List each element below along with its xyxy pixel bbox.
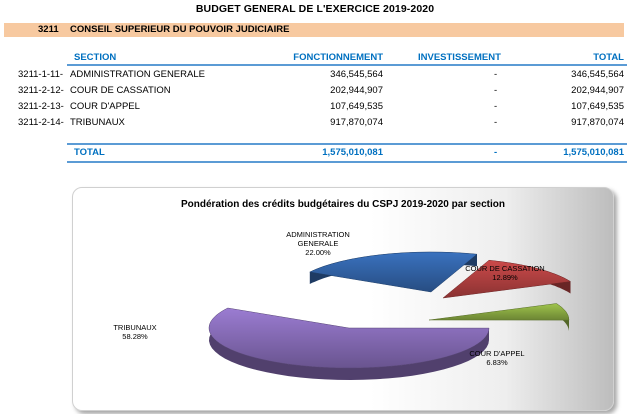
pie-slice-top (308, 251, 478, 293)
total-investissement: - (494, 147, 498, 158)
row-fonctionnement: 917,870,074 (330, 117, 383, 128)
row-code: 3211-2-14- (18, 117, 64, 128)
row-label: ADMINISTRATION GENERALE (70, 69, 205, 80)
table-row: 3211-1-11- ADMINISTRATION GENERALE 346,5… (0, 69, 630, 82)
pie-label-cour-d-appel: COUR D'APPEL 6.83% (469, 349, 524, 367)
row-total: 107,649,535 (571, 101, 624, 112)
pie-slice-top (428, 303, 570, 321)
header-total: TOTAL (593, 52, 624, 63)
page-title: BUDGET GENERAL DE L'EXERCICE 2019-2020 (195, 3, 435, 15)
header-fonctionnement: FONCTIONNEMENT (293, 52, 383, 63)
header-section: SECTION (74, 52, 117, 63)
row-code: 3211-2-12- (18, 85, 64, 96)
row-code: 3211-2-13- (18, 101, 64, 112)
table-row: 3211-2-14- TRIBUNAUX 917,870,074 - 917,8… (0, 117, 630, 130)
row-fonctionnement: 202,944,907 (330, 85, 383, 96)
total-label: TOTAL (74, 147, 105, 158)
section-label: CONSEIL SUPERIEUR DU POUVOIR JUDICIAIRE (70, 24, 290, 35)
pie-slice-tribunaux (208, 307, 490, 380)
section-code: 3211 (38, 24, 59, 35)
total-rule-bottom (67, 161, 627, 163)
row-label: COUR D'APPEL (70, 101, 140, 112)
chart-panel: Pondération des crédits budgétaires du C… (72, 187, 614, 411)
row-investissement: - (494, 69, 498, 80)
total-fonctionnement: 1,575,010,081 (322, 147, 383, 158)
row-investissement: - (494, 117, 498, 128)
pie-slice-cour-de-cassation (442, 259, 572, 299)
row-total: 346,545,564 (571, 69, 624, 80)
header-rule (67, 64, 627, 66)
pie-slice-top (442, 259, 572, 299)
pie-slice-cour-d-appel (428, 303, 570, 333)
chart-title: Pondération des crédits budgétaires du C… (181, 199, 505, 210)
table-row: 3211-2-13- COUR D'APPEL 107,649,535 - 10… (0, 101, 630, 114)
row-fonctionnement: 346,545,564 (330, 69, 383, 80)
header-investissement: INVESTISSEMENT (418, 52, 501, 63)
pie-slice-administration-generale (308, 251, 478, 293)
row-investissement: - (494, 85, 498, 96)
pie-label-cour-de-cassation: COUR DE CASSATION 12.89% (465, 264, 544, 282)
row-investissement: - (494, 101, 498, 112)
row-label: COUR DE CASSATION (70, 85, 171, 96)
pie-label-tribunaux: TRIBUNAUX 58.28% (113, 323, 156, 341)
row-fonctionnement: 107,649,535 (330, 101, 383, 112)
table-row: 3211-2-12- COUR DE CASSATION 202,944,907… (0, 85, 630, 98)
pie-chart: ADMINISTRATION GENERALE 22.00% COUR DE CASS… (113, 230, 572, 380)
row-total: 202,944,907 (571, 85, 624, 96)
pie-slice-top (208, 307, 490, 369)
section-band: 3211 CONSEIL SUPERIEUR DU POUVOIR JUDICI… (4, 23, 624, 37)
total-rule-top (67, 143, 627, 145)
total-total: 1,575,010,081 (563, 147, 624, 158)
row-label: TRIBUNAUX (70, 117, 125, 128)
row-total: 917,870,074 (571, 117, 624, 128)
row-code: 3211-1-11- (18, 69, 64, 80)
pie-label-administration-generale: ADMINISTRATION GENERALE 22.00% (286, 230, 350, 257)
